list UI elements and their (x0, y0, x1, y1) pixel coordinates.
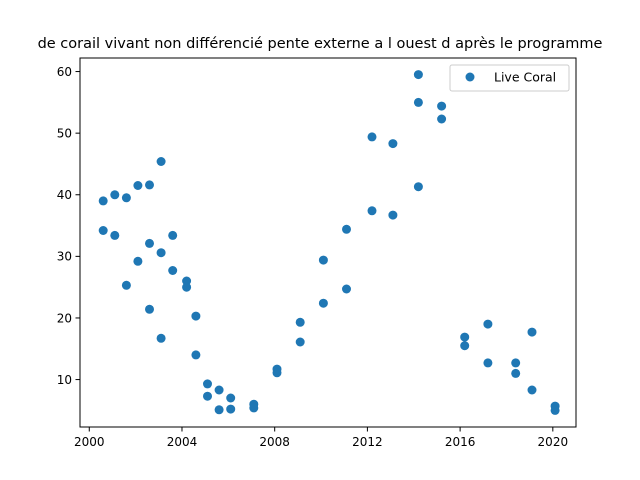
data-point (133, 256, 143, 266)
x-tick-label: 2020 (538, 435, 569, 449)
x-tick-label: 2016 (445, 435, 476, 449)
data-point (168, 266, 178, 275)
data-point (318, 255, 328, 265)
data-point (460, 341, 470, 351)
data-point (342, 224, 351, 234)
y-tick-label: 10 (57, 373, 72, 387)
legend-box (449, 64, 570, 92)
data-point (145, 304, 154, 314)
y-tick-label: 30 (57, 250, 72, 264)
data-point (295, 337, 305, 347)
data-point (110, 190, 120, 200)
y-tick-label: 40 (57, 188, 72, 202)
data-point (156, 157, 166, 166)
data-point (156, 248, 166, 258)
x-tick-label: 2000 (74, 435, 105, 449)
y-tick-label: 60 (57, 65, 72, 79)
points-layer (98, 70, 560, 415)
data-point (413, 70, 423, 80)
data-point (98, 196, 108, 206)
data-point (110, 230, 120, 240)
data-point (156, 333, 166, 343)
data-point (342, 284, 351, 294)
data-point (191, 350, 201, 360)
data-point (388, 210, 398, 220)
data-point (182, 276, 192, 286)
data-point (121, 193, 131, 203)
y-tick-label: 50 (57, 126, 72, 140)
x-tick-label: 2004 (167, 435, 198, 449)
data-point (214, 405, 224, 415)
data-point (182, 282, 192, 292)
data-point (121, 280, 131, 290)
data-point (272, 368, 282, 378)
data-point (295, 317, 305, 327)
chart-title: de corail vivant non différencié pente e… (38, 36, 603, 52)
data-point (226, 404, 236, 414)
data-point (367, 206, 377, 216)
y-tick-label: 20 (57, 311, 72, 325)
data-point (511, 368, 521, 378)
data-point (133, 181, 143, 190)
data-point (388, 139, 398, 149)
data-point (168, 230, 178, 240)
plot-frame (79, 57, 577, 428)
data-point (437, 114, 447, 124)
x-axis: 2000 2004 2008 2012 2016 2020 (74, 427, 568, 449)
legend-label: Live Coral (494, 70, 556, 85)
data-point (527, 327, 537, 337)
data-point (145, 238, 154, 248)
data-point (550, 405, 560, 415)
data-point (527, 385, 537, 395)
data-point (437, 101, 447, 111)
data-point (511, 358, 521, 368)
y-axis: 10 20 30 40 50 60 (57, 65, 80, 387)
data-point (203, 379, 212, 389)
x-tick-label: 2008 (259, 435, 290, 449)
legend-marker (465, 72, 475, 82)
data-point (460, 332, 470, 342)
data-point (191, 311, 201, 321)
data-point (249, 403, 259, 413)
data-point (145, 180, 154, 190)
data-point (413, 97, 423, 107)
data-point (318, 298, 328, 308)
data-point (214, 385, 224, 395)
data-point (413, 182, 423, 192)
data-point (98, 226, 108, 235)
legend: Live Coral (449, 64, 570, 92)
data-point (226, 393, 236, 403)
data-point (483, 319, 493, 329)
data-point (203, 391, 212, 401)
data-point (483, 358, 493, 368)
data-point (367, 132, 377, 142)
x-tick-label: 2012 (352, 435, 383, 449)
